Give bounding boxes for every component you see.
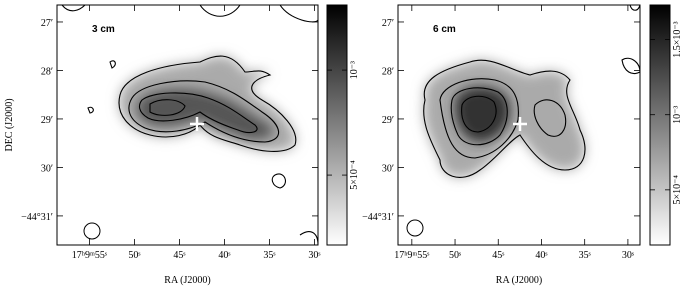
map-6cm [406,5,640,237]
y-tick-label: 27′ [382,18,394,29]
frame [56,4,319,246]
y-axis-label: DEC (J2000) [4,98,15,151]
x-axis-label: RA (J2000) [164,275,210,286]
y-tick-label: −44°31′ [21,212,53,223]
y-tick-label: −44°31′ [362,212,394,223]
colorbar-tick-label: 5×10⁻⁴ [349,160,360,190]
x-tick-label: 35ˢ [579,250,591,261]
x-axis-label: RA (J2000) [496,275,542,286]
y-tick-label: 28′ [382,66,394,77]
colorbar-tick-label: 10⁻³ [349,61,360,79]
x-tick-label: 17ʰ9ᵐ55ˢ [394,250,429,261]
x-tick-label: 17ʰ9ᵐ55ˢ [72,250,107,261]
colorbar-tick-label: 1.5×10⁻³ [672,21,683,57]
y-tick-label: 30′ [41,163,53,174]
x-tick-label: 50ˢ [449,250,461,261]
x-tick-label: 45ˢ [492,250,504,261]
map-3cm [61,5,318,245]
colorbar [326,4,348,246]
y-tick-label: 30′ [382,163,394,174]
x-tick-label: 35ˢ [263,250,275,261]
frame [397,4,641,246]
y-tick-label: 29′ [41,115,53,126]
colorbar [649,4,671,246]
y-tick-label: 27′ [41,18,53,29]
colorbar-tick-label: 10⁻³ [672,106,683,124]
panel-label: 6 cm [433,24,456,35]
x-tick-label: 30ˢ [622,250,634,261]
panel-label: 3 cm [92,24,115,35]
x-tick-label: 40ˢ [535,250,547,261]
x-tick-label: 30ˢ [308,250,320,261]
y-tick-label: 28′ [41,66,53,77]
colorbar-tick-label: 5×10⁻⁴ [672,175,683,205]
y-tick-label: 29′ [382,115,394,126]
x-tick-label: 50ˢ [128,250,140,261]
x-tick-label: 45ˢ [173,250,185,261]
x-tick-label: 40ˢ [218,250,230,261]
